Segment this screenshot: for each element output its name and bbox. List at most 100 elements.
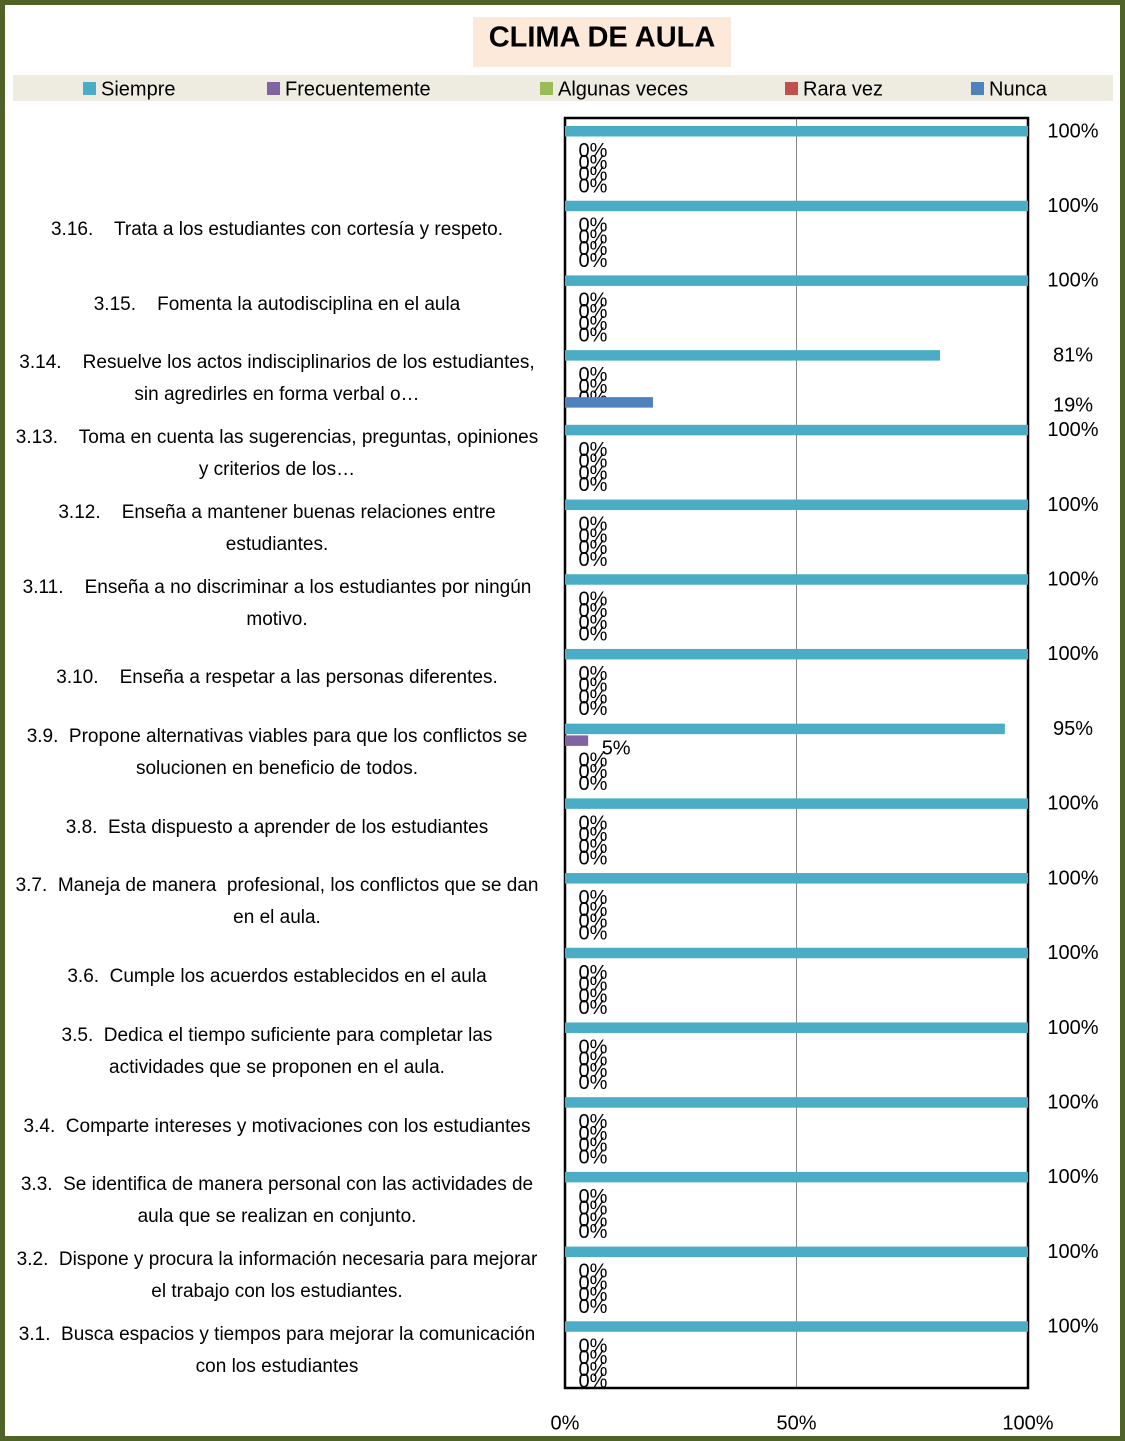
data-label: 0%	[579, 1198, 608, 1220]
data-label: 0%	[579, 1123, 608, 1145]
bar	[565, 1246, 1028, 1258]
data-label: 0%	[579, 663, 608, 685]
legend-swatch	[971, 82, 984, 95]
y-tick-label: 3.10. Enseña a respetar a las personas d…	[56, 667, 498, 689]
data-label: 0%	[579, 1135, 608, 1157]
y-tick-label: 3.16. Trata a los estudiantes con cortes…	[50, 219, 504, 241]
bar	[565, 723, 1005, 735]
data-label: 0%	[579, 301, 608, 323]
data-label: 0%	[579, 675, 608, 697]
legend-label: Nunca	[989, 78, 1048, 100]
data-label: 0%	[579, 1037, 608, 1059]
data-label: 0%	[579, 215, 608, 237]
data-label: 100%	[1047, 1091, 1098, 1113]
data-label: 0%	[579, 549, 608, 571]
bar	[565, 648, 1028, 660]
y-tick-label: 3.1. Busca espacios y tiempos para mejor…	[18, 1323, 541, 1377]
data-label: 19%	[1053, 394, 1093, 416]
data-label: 0%	[579, 175, 608, 197]
data-label: 0%	[579, 1186, 608, 1208]
data-label: 0%	[579, 749, 608, 771]
data-label: 0%	[579, 250, 608, 272]
data-label: 0%	[579, 462, 608, 484]
data-label: 0%	[579, 773, 608, 795]
y-tick-label: 3.4. Comparte intereses y motivaciones c…	[23, 1115, 531, 1137]
data-label: 95%	[1053, 718, 1093, 740]
data-label: 0%	[579, 313, 608, 335]
data-label: 0%	[579, 612, 608, 634]
data-label: 0%	[579, 451, 608, 473]
title-box	[473, 17, 731, 67]
data-label: 0%	[579, 140, 608, 162]
data-label: 0%	[579, 325, 608, 347]
data-label: 0%	[579, 922, 608, 944]
legend-label: Rara vez	[803, 78, 883, 100]
data-label: 0%	[579, 1146, 608, 1168]
data-label: 100%	[1047, 942, 1098, 964]
data-label: 0%	[579, 376, 608, 398]
data-label: 0%	[579, 836, 608, 858]
bar	[565, 350, 941, 361]
data-label: 0%	[579, 525, 608, 547]
data-label: 81%	[1053, 344, 1093, 366]
data-label: 100%	[1047, 569, 1098, 591]
bar	[565, 275, 1028, 286]
data-label: 0%	[579, 1261, 608, 1283]
data-label: 0%	[579, 537, 608, 559]
bar	[565, 1022, 1028, 1033]
data-label: 100%	[1047, 195, 1098, 217]
data-label: 0%	[579, 1371, 608, 1393]
bar	[565, 499, 1028, 511]
data-label: 100%	[1047, 1316, 1098, 1338]
data-label: 0%	[579, 152, 608, 174]
data-label: 5%	[602, 738, 631, 760]
bar	[565, 200, 1028, 212]
legend-band	[13, 75, 1113, 101]
data-label: 100%	[1047, 1241, 1098, 1263]
data-label: 0%	[579, 848, 608, 870]
legend-swatch	[785, 82, 798, 95]
y-tick-label: 3.7. Maneja de manera profesional, los c…	[15, 875, 544, 929]
legend-label: Frecuentemente	[285, 78, 431, 100]
bar	[565, 798, 1028, 809]
y-tick-label: 3.15. Fomenta la autodisciplina en el au…	[93, 293, 461, 315]
legend-swatch	[83, 82, 96, 95]
bar	[565, 1097, 1028, 1108]
data-label: 0%	[579, 164, 608, 186]
y-tick-label: 3.14. Resuelve los actos indisciplinario…	[19, 352, 540, 406]
data-label: 0%	[579, 624, 608, 646]
data-label: 100%	[1047, 643, 1098, 665]
data-label: 0%	[579, 1284, 608, 1306]
chart-title: CLIMA DE AULA	[489, 22, 716, 54]
y-tick-label: 3.3. Se identifica de manera personal co…	[20, 1174, 539, 1228]
y-tick-label: 3.13. Toma en cuenta las sugerencias, pr…	[15, 427, 544, 481]
data-label: 0%	[579, 911, 608, 933]
data-label: 0%	[579, 1048, 608, 1070]
data-label: 0%	[579, 962, 608, 984]
data-label: 0%	[579, 1072, 608, 1094]
data-label: 0%	[579, 1221, 608, 1243]
y-tick-label: 3.2. Dispone y procura la información ne…	[16, 1248, 543, 1302]
bar	[565, 1171, 1028, 1183]
bar	[565, 397, 653, 408]
y-tick-label: 3.9. Propone alternativas viables para q…	[26, 725, 533, 779]
legend-swatch	[267, 82, 280, 95]
bar	[565, 735, 589, 746]
legend-swatch	[540, 82, 553, 95]
data-label: 0%	[579, 1335, 608, 1357]
y-tick-label: 3.11. Enseña a no discriminar a los estu…	[22, 576, 537, 630]
data-label: 0%	[579, 997, 608, 1019]
data-label: 0%	[579, 1296, 608, 1318]
y-tick-label: 3.6. Cumple los acuerdos establecidos en…	[67, 966, 487, 988]
data-label: 100%	[1047, 419, 1098, 441]
data-label: 0%	[579, 238, 608, 260]
data-label: 0%	[579, 600, 608, 622]
y-tick-label: 3.12. Enseña a mantener buenas relacione…	[58, 501, 501, 555]
data-label: 0%	[579, 588, 608, 610]
data-label: 0%	[579, 1060, 608, 1082]
data-label: 0%	[579, 289, 608, 311]
data-label: 0%	[579, 985, 608, 1007]
x-tick-label: 50%	[776, 1412, 816, 1434]
data-label: 0%	[579, 812, 608, 834]
